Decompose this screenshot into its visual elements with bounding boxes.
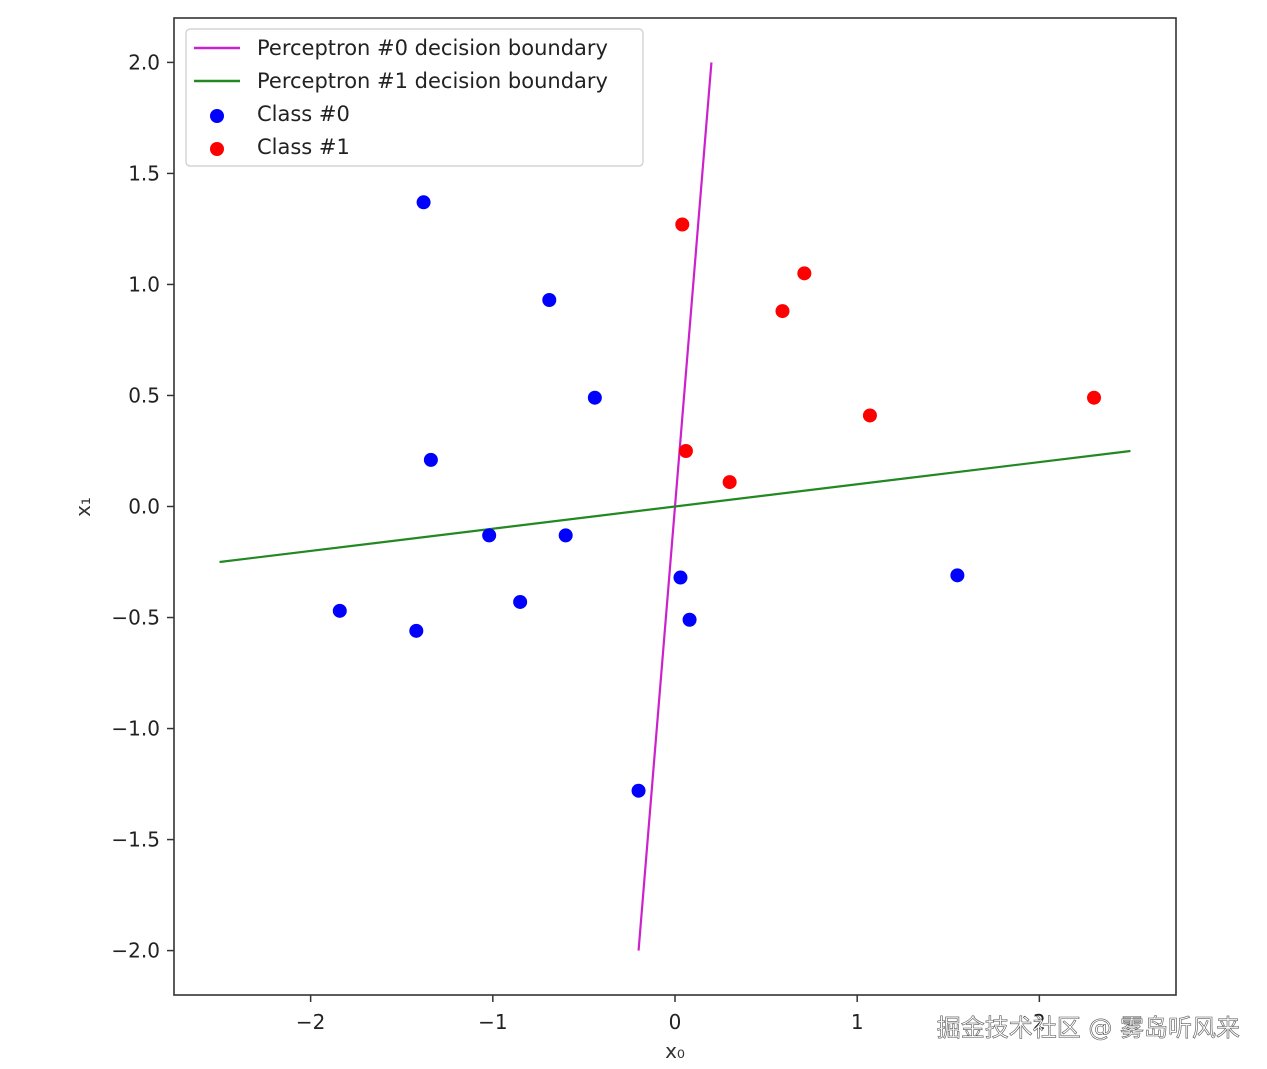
class-0-point-12 [950,568,965,583]
legend-label-line-1: Perceptron #1 decision boundary [257,69,608,93]
legend-label-line-0: Perceptron #0 decision boundary [257,36,608,60]
class-0-point-3 [423,452,438,467]
class-1-point-3 [862,408,877,423]
class-0-point-2 [587,390,602,405]
legend-label-series-0: Class #0 [257,102,350,126]
class-1-point-4 [1087,390,1102,405]
x-tick-label-1: −1 [478,1010,507,1034]
class-0-point-10 [682,612,697,627]
x-tick-label-2: 0 [669,1010,682,1034]
y-tick-label-4: 0.0 [128,495,160,519]
legend: Perceptron #0 decision boundary Perceptro… [185,28,644,167]
class-1-point-0 [675,217,690,232]
y-tick-label-1: 1.5 [128,161,160,185]
legend-box [185,28,644,167]
y-tick-label-3: 0.5 [128,383,160,407]
class-0-point-0 [416,195,431,210]
y-axis-ticks: 2.0 1.5 1.0 0.5 0.0 −0.5 −1.0 −1.5 −2.0 [111,50,174,963]
legend-marker-swatch-1 [210,142,224,156]
legend-label-series-1: Class #1 [257,135,350,159]
legend-marker-swatch-0 [210,109,224,123]
class-1-point-2 [775,304,790,319]
class-0-point-4 [482,528,497,543]
x-axis-label: x₀ [665,1039,685,1063]
class-0-point-11 [631,783,646,798]
y-tick-label-0: 2.0 [128,50,160,74]
class-0-point-5 [558,528,573,543]
data-points [332,195,1102,798]
class-0-point-8 [513,594,528,609]
class-0-point-6 [332,603,347,618]
y-tick-label-7: −1.5 [111,828,160,852]
x-tick-label-4: 2 [1033,1010,1046,1034]
class-0-point-1 [542,292,557,307]
x-axis-ticks: −2 −1 0 1 2 [296,995,1046,1034]
class-0-point-7 [409,623,424,638]
decision-boundaries [219,62,1131,951]
x-tick-label-3: 1 [851,1010,864,1034]
class-1-point-6 [722,475,737,490]
class-1-point-5 [678,443,693,458]
class-0-point-9 [673,570,688,585]
class-1-point-1 [797,266,812,281]
y-tick-label-5: −0.5 [111,606,160,630]
y-tick-label-2: 1.0 [128,272,160,296]
y-axis-label: x₁ [71,497,95,517]
watermark-text: 掘金技术社区 @ 雾岛听风来 [937,1014,1240,1042]
boundary-line-1 [219,449,1131,564]
y-tick-label-8: −2.0 [111,939,160,963]
x-tick-label-0: −2 [296,1010,325,1034]
y-tick-label-6: −1.0 [111,717,160,741]
